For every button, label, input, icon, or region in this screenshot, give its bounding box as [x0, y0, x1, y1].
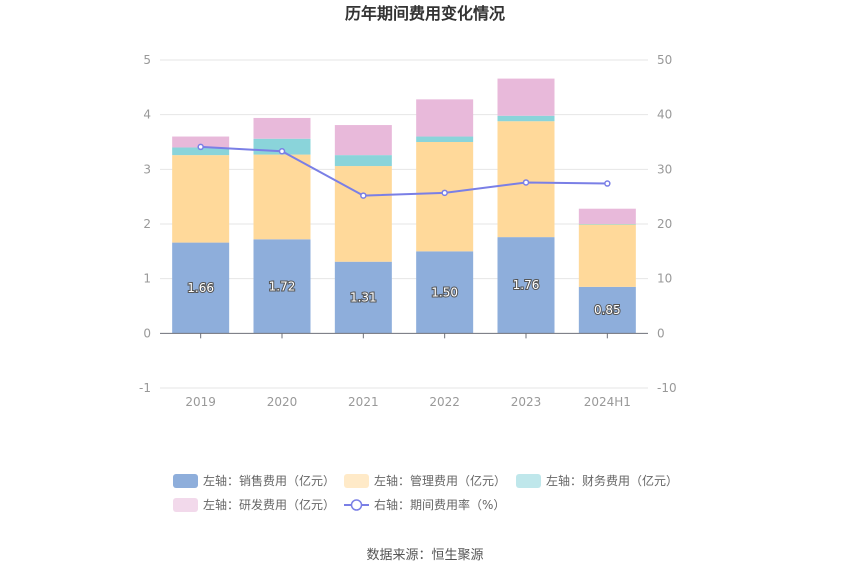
bar-segment-1	[578, 286, 636, 334]
bar-segment-2	[416, 142, 474, 252]
bar-segment-1	[172, 242, 230, 334]
bar-segment-3	[578, 224, 636, 225]
x-tick-label: 2021	[348, 395, 379, 409]
legend-swatch-marker	[350, 499, 363, 511]
bar-segment-3	[497, 115, 555, 122]
bar-segment-3	[416, 136, 474, 142]
legend-label: 右轴：期间费用率（%）	[374, 497, 505, 512]
legend: 左轴：销售费用（亿元） 左轴：管理费用（亿元） 左轴：财务费用（亿元） 左轴：研发费用…	[173, 473, 678, 512]
x-tick-label: 2024H1	[584, 395, 631, 409]
rate-point	[197, 143, 204, 151]
legend-label: 左轴：研发费用（亿元）	[203, 497, 335, 512]
bar-segment-2	[578, 224, 636, 287]
rate-point	[604, 180, 611, 187]
y-right-tick-label: 40	[657, 108, 672, 122]
bar-value-label: 1.72	[269, 279, 296, 293]
y-right-tick-label: 0	[657, 326, 665, 340]
bar-segment-4	[497, 78, 555, 116]
y-left-tick-label: 2	[143, 217, 151, 231]
bar-segment-1	[416, 251, 474, 334]
bar-segment-3	[172, 147, 230, 156]
legend-swatch	[344, 474, 369, 488]
grid	[160, 59, 648, 389]
bar-segment-4	[578, 208, 636, 224]
bar-value-label: 0.85	[594, 303, 621, 317]
y-left-tick-label: 3	[143, 162, 151, 176]
bar-segment-1	[497, 237, 555, 334]
x-tick-label: 2019	[185, 395, 216, 409]
legend-swatch	[173, 474, 198, 488]
axes: -1 -10 0 0 1 10 2 20 3 30 4 40 5 50 2019 2020 2021 2022 20…	[139, 53, 677, 409]
rate-line	[197, 143, 611, 199]
x-tick-label: 2023	[511, 395, 542, 409]
bar-segment-4	[253, 117, 311, 139]
legend-label: 左轴：管理费用（亿元）	[374, 473, 506, 488]
y-left-tick-label: 5	[143, 53, 151, 67]
bar-segment-4	[334, 125, 392, 156]
bar-segment-1	[253, 239, 311, 334]
bar-value-label: 1.31	[350, 291, 377, 305]
data-source: 数据来源：恒生聚源	[366, 548, 483, 563]
bar-segment-2	[497, 121, 555, 238]
bar-value-label: 1.76	[513, 278, 540, 292]
bar-segment-2	[172, 155, 230, 243]
legend-label: 左轴：财务费用（亿元）	[546, 473, 678, 488]
bars	[172, 78, 636, 334]
y-right-tick-label: 30	[657, 162, 672, 176]
y-left-tick-label: 0	[143, 326, 151, 340]
rate-point	[522, 179, 530, 186]
rate-point	[441, 189, 448, 197]
y-right-tick-label: -10	[657, 381, 677, 395]
legend-swatch	[516, 474, 541, 488]
y-left-tick-label: -1	[139, 381, 151, 395]
x-tick-label: 2022	[429, 395, 460, 409]
bar-value-label: 1.66	[187, 281, 214, 295]
legend-label: 左轴：销售费用（亿元）	[203, 473, 335, 488]
bar-segment-2	[334, 166, 392, 262]
bar-segment-4	[172, 136, 230, 148]
y-left-tick-label: 4	[143, 108, 151, 122]
y-left-tick-label: 1	[143, 272, 151, 286]
bar-segment-2	[253, 154, 311, 240]
data-labels: 1.66 1.72 1.31 1.50 1.76 0.85	[186, 277, 621, 318]
chart-title: 历年期间费用变化情况	[345, 4, 505, 23]
rate-point	[278, 148, 286, 155]
legend-swatch	[173, 498, 198, 512]
bar-segment-1	[334, 261, 392, 334]
rate-line-path	[200, 145, 608, 197]
bar-segment-4	[416, 99, 474, 137]
bar-value-label: 1.50	[431, 285, 458, 299]
y-right-tick-label: 10	[657, 272, 672, 286]
y-right-tick-label: 50	[657, 53, 672, 67]
x-tick-label: 2020	[267, 395, 298, 409]
y-right-tick-label: 20	[657, 217, 672, 231]
bar-segment-3	[334, 155, 392, 167]
rate-point	[360, 192, 367, 199]
